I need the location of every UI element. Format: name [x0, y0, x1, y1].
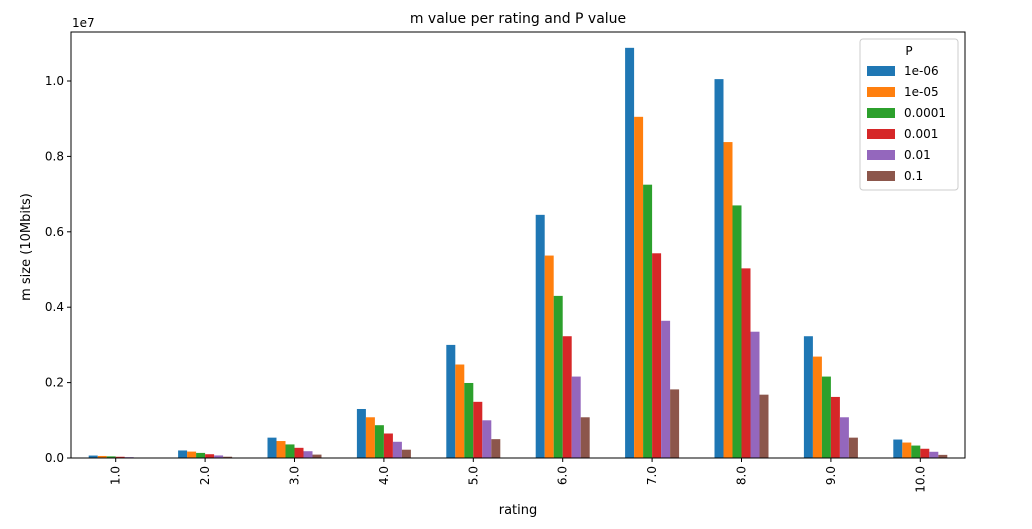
bar-0.01-9.0 — [840, 417, 849, 458]
y-tick-label: 0.0 — [45, 451, 64, 465]
bar-1e-05-3.0 — [277, 441, 286, 458]
bar-0.1-7.0 — [670, 389, 679, 458]
legend-swatch — [867, 171, 895, 181]
legend-swatch — [867, 66, 895, 76]
bar-1e-06-3.0 — [268, 438, 277, 458]
legend-title: P — [905, 44, 912, 58]
x-tick-label: 9.0 — [824, 466, 838, 485]
legend-entry: 0.01 — [904, 148, 931, 162]
bar-1e-05-6.0 — [545, 256, 554, 458]
legend-swatch — [867, 87, 895, 97]
bar-0.0001-8.0 — [733, 205, 742, 458]
bar-0.0001-10.0 — [911, 446, 920, 458]
bar-0.1-4.0 — [402, 450, 411, 458]
legend-swatch — [867, 129, 895, 139]
legend-entry: 0.1 — [904, 169, 923, 183]
bar-0.1-5.0 — [491, 439, 500, 458]
bar-0.01-10.0 — [929, 452, 938, 458]
bar-0.0001-2.0 — [196, 453, 205, 458]
bar-0.01-4.0 — [393, 442, 402, 458]
bar-1e-06-9.0 — [804, 336, 813, 458]
x-tick-label: 10.0 — [913, 466, 927, 493]
bar-1e-06-10.0 — [893, 440, 902, 458]
legend-entry: 1e-05 — [904, 85, 939, 99]
legend: P 1e-06 1e-05 0.0001 0.001 0.01 0.1 — [860, 39, 958, 190]
bar-0.001-6.0 — [563, 336, 572, 458]
y-axis-multiplier: 1e7 — [72, 16, 95, 30]
bar-0.1-6.0 — [581, 417, 590, 458]
legend-entry: 0.0001 — [904, 106, 946, 120]
bar-0.0001-5.0 — [464, 383, 473, 458]
x-tick-label: 5.0 — [466, 466, 480, 485]
bar-0.01-7.0 — [661, 321, 670, 458]
bar-0.0001-4.0 — [375, 425, 384, 458]
y-tick-label: 1.0 — [45, 74, 64, 88]
bar-1e-06-8.0 — [715, 79, 724, 458]
legend-entry: 1e-06 — [904, 64, 939, 78]
x-tick-label: 6.0 — [556, 466, 570, 485]
bar-0.0001-6.0 — [554, 296, 563, 458]
x-tick-label: 2.0 — [198, 466, 212, 485]
legend-swatch — [867, 150, 895, 160]
bar-0.001-7.0 — [652, 253, 661, 458]
x-axis-label: rating — [499, 503, 538, 518]
bar-0.01-3.0 — [304, 451, 313, 458]
bar-0.001-10.0 — [920, 449, 929, 458]
x-tick-label: 7.0 — [645, 466, 659, 485]
bar-0.0001-3.0 — [286, 444, 295, 458]
x-tick-label: 4.0 — [377, 466, 391, 485]
bar-1e-06-6.0 — [536, 215, 545, 458]
bar-0.001-8.0 — [742, 268, 751, 458]
bar-1e-06-7.0 — [625, 48, 634, 458]
bar-1e-05-5.0 — [455, 365, 464, 458]
legend-entry: 0.001 — [904, 127, 938, 141]
bar-0.1-9.0 — [849, 438, 858, 458]
bar-0.001-3.0 — [295, 448, 304, 458]
y-axis-label: m size (10Mbits) — [19, 193, 34, 301]
bar-0.01-8.0 — [751, 332, 760, 458]
bar-1e-06-4.0 — [357, 409, 366, 458]
y-tick-label: 0.2 — [45, 376, 64, 390]
bar-0.001-2.0 — [205, 454, 214, 458]
bar-0.001-4.0 — [384, 434, 393, 459]
legend-swatch — [867, 108, 895, 118]
chart-title: m value per rating and P value — [410, 11, 626, 27]
bar-0.001-5.0 — [473, 402, 482, 458]
bar-1e-05-9.0 — [813, 357, 822, 458]
y-tick-label: 0.6 — [45, 225, 64, 239]
bar-1e-05-7.0 — [634, 117, 643, 458]
x-tick-label: 8.0 — [735, 466, 749, 485]
bar-0.01-6.0 — [572, 377, 581, 458]
bar-1e-06-5.0 — [446, 345, 455, 458]
bar-0.01-5.0 — [482, 420, 491, 458]
y-tick-label: 0.4 — [45, 300, 64, 314]
bar-0.1-3.0 — [313, 455, 322, 458]
x-tick-label: 1.0 — [109, 466, 123, 485]
bar-0.0001-7.0 — [643, 185, 652, 458]
bar-1e-05-4.0 — [366, 417, 375, 458]
x-tick-label: 3.0 — [288, 466, 302, 485]
bar-1e-05-2.0 — [187, 452, 196, 458]
bar-0.0001-9.0 — [822, 377, 831, 458]
bar-0.001-9.0 — [831, 397, 840, 458]
bar-1e-05-10.0 — [902, 443, 911, 458]
bar-1e-06-2.0 — [178, 450, 187, 458]
y-tick-label: 0.8 — [45, 149, 64, 163]
bar-1e-05-8.0 — [724, 142, 733, 458]
bar-0.1-8.0 — [760, 395, 769, 458]
